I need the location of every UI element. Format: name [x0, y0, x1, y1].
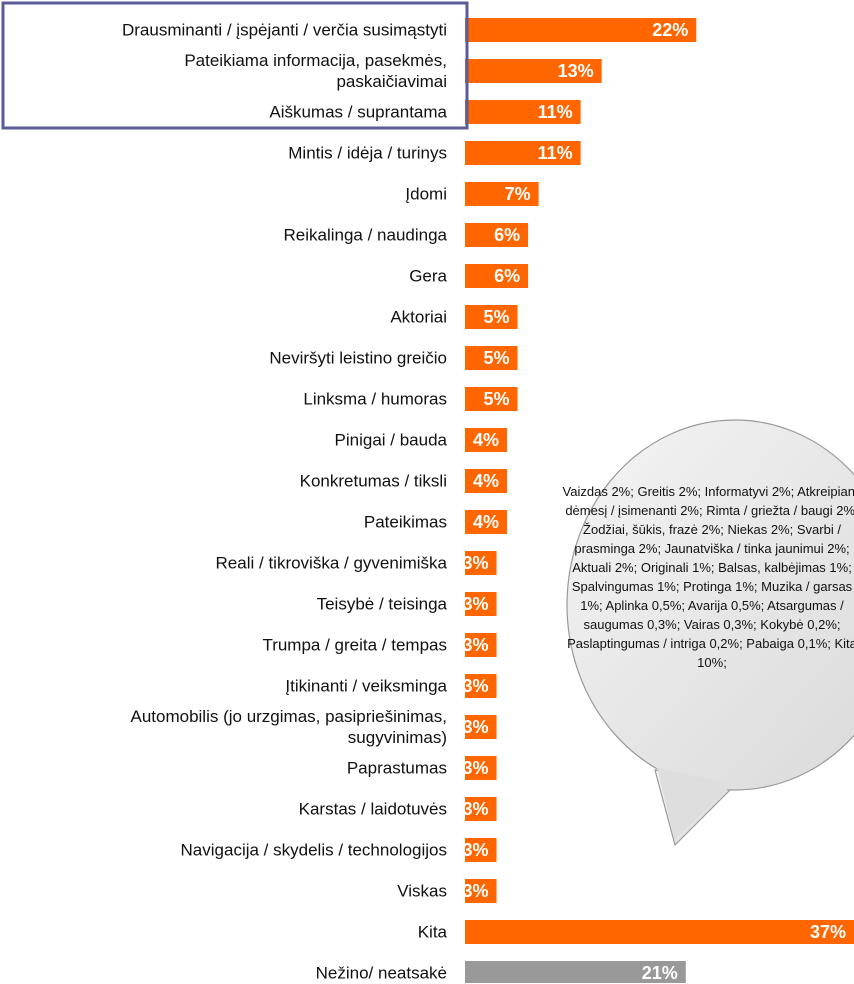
- value-label: 37%: [810, 922, 846, 942]
- category-label: Karstas / laidotuvės: [298, 799, 447, 819]
- bar: [465, 18, 697, 42]
- value-label: 21%: [642, 963, 678, 983]
- category-label: Gera: [409, 266, 447, 286]
- category-label: Konkretumas / tiksli: [299, 471, 447, 491]
- category-label: Įtikinanti / veiksminga: [285, 676, 447, 696]
- bar: [465, 305, 518, 329]
- value-label: 3%: [463, 676, 489, 696]
- value-label: 7%: [505, 184, 531, 204]
- category-label: Paprastumas: [346, 758, 447, 778]
- bar: [465, 223, 529, 247]
- category-label: Viskas: [397, 881, 447, 901]
- bar: [465, 141, 581, 165]
- category-label: Neviršyti leistino greičio: [269, 348, 447, 368]
- value-label: 5%: [484, 307, 510, 327]
- bar: [465, 715, 497, 739]
- value-label: 3%: [463, 799, 489, 819]
- category-label: Aiškumas / suprantama: [269, 102, 447, 122]
- value-label: 3%: [463, 553, 489, 573]
- category-label: Drausminanti / įspėjanti / verčia susimą…: [121, 20, 447, 40]
- category-label: Įdomi: [405, 184, 447, 204]
- bar: [465, 510, 508, 534]
- value-label: 6%: [494, 266, 520, 286]
- highlight-box: [1, 1, 469, 130]
- bar: [465, 428, 508, 452]
- bubble: [566, 419, 854, 791]
- category-label: Kita: [417, 922, 447, 942]
- category-label: Pateikimas: [363, 512, 447, 532]
- annotation: Vaizdas 2%; Greitis 2%; Informatyvi 2%; …: [562, 484, 854, 670]
- bar: [465, 346, 518, 370]
- value-label: 3%: [463, 840, 489, 860]
- category-label: Teisybė / teisinga: [316, 594, 447, 614]
- value-label: 6%: [494, 225, 520, 245]
- category-label: Aktoriai: [390, 307, 447, 327]
- value-label: 3%: [463, 594, 489, 614]
- bar: [465, 387, 518, 411]
- bar: [465, 100, 581, 124]
- value-label: 4%: [473, 471, 499, 491]
- bar: [465, 961, 686, 983]
- category-label: Pateikiama informacija, pasekmės, paskai…: [184, 51, 447, 91]
- value-label: 3%: [463, 635, 489, 655]
- value-label: 5%: [484, 389, 510, 409]
- value-label: 4%: [473, 430, 499, 450]
- bar: [465, 469, 508, 493]
- bar: [465, 551, 497, 575]
- category-label: Linksma / humoras: [303, 389, 447, 409]
- category-label: Mintis / idėja / turinys: [288, 143, 447, 163]
- bar: [465, 879, 497, 903]
- value-label: 11%: [538, 102, 573, 122]
- category-label: Pinigai / bauda: [334, 430, 447, 450]
- bar: [465, 674, 497, 698]
- bar: [465, 59, 602, 83]
- value-label: 11%: [538, 143, 573, 163]
- value-label: 5%: [484, 348, 510, 368]
- bar: [465, 838, 497, 862]
- category-label: Reali / tikroviška / gyvenimiška: [215, 553, 447, 573]
- bar: [465, 633, 497, 657]
- value-label: 4%: [473, 512, 499, 532]
- value-label: 13%: [558, 61, 594, 81]
- bubble-joint: [657, 768, 733, 840]
- value-label: 3%: [463, 881, 489, 901]
- value-label: 3%: [463, 758, 489, 778]
- category-label: Automobilis (jo urzgimas, pasipriešinima…: [130, 707, 447, 747]
- bar: [465, 182, 539, 206]
- category-label: Navigacija / skydelis / technologijos: [180, 840, 447, 860]
- value-label: 3%: [463, 717, 489, 737]
- bar: [465, 592, 497, 616]
- bar: [465, 920, 854, 944]
- bar: [465, 756, 497, 780]
- bar: [465, 264, 529, 288]
- category-label: Reikalinga / naudinga: [283, 225, 447, 245]
- category-label: Nežino/ neatsakė: [315, 963, 447, 983]
- bar: [465, 797, 497, 821]
- category-label: Trumpa / greita / tempas: [262, 635, 447, 655]
- value-label: 22%: [652, 20, 688, 40]
